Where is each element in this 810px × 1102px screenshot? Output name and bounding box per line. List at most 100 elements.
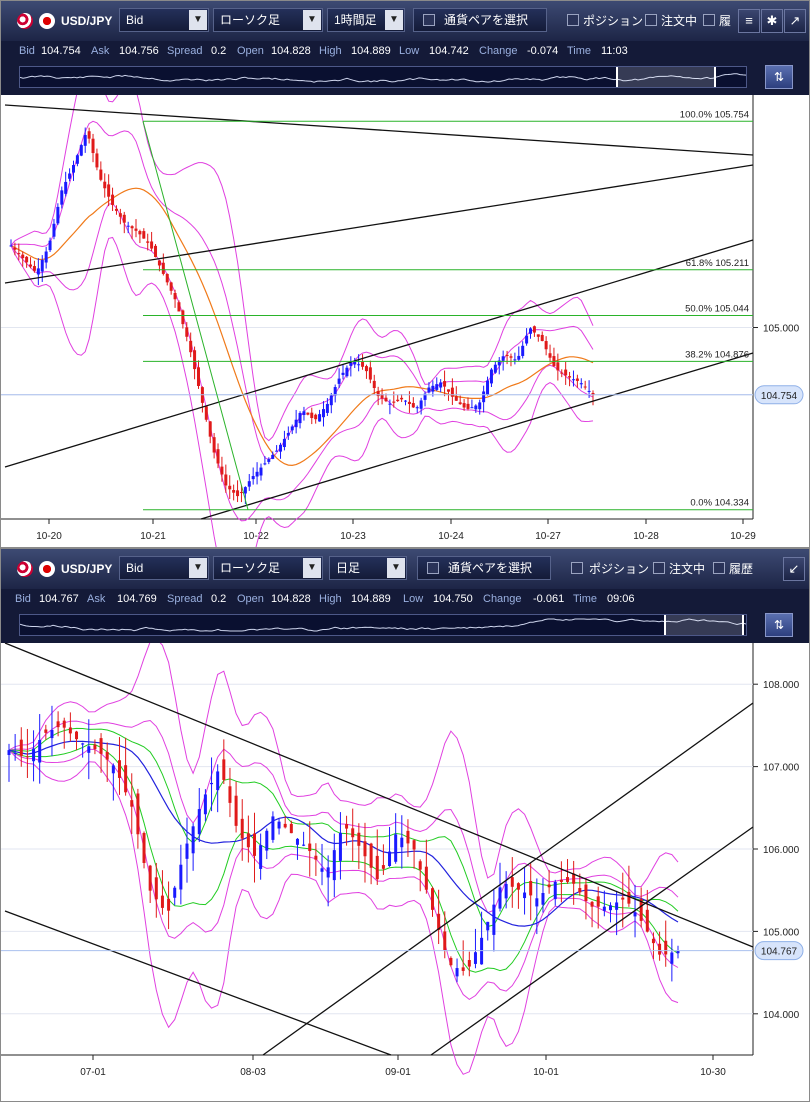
candle — [189, 332, 193, 358]
candle — [308, 821, 312, 877]
candle — [310, 407, 314, 425]
candle — [670, 938, 674, 982]
candle — [529, 863, 533, 921]
moving-average — [10, 187, 594, 467]
candle — [222, 739, 226, 785]
candle — [435, 377, 439, 391]
candle — [118, 208, 122, 225]
candle — [50, 705, 54, 757]
candle — [160, 870, 164, 915]
chart-type-select[interactable]: ローソク足 ▼ — [213, 556, 323, 580]
timeframe-select[interactable]: 日足 ▼ — [329, 556, 407, 580]
history-checkbox[interactable] — [713, 562, 725, 574]
trend-line — [200, 352, 754, 520]
candle — [298, 411, 302, 429]
collapse-icon[interactable]: ↙ — [783, 557, 805, 581]
open-label: Open — [237, 45, 264, 57]
candle — [234, 781, 238, 833]
candle — [461, 940, 465, 976]
candle — [575, 374, 579, 388]
candle — [602, 890, 606, 917]
chart-area[interactable]: 108.000 107.000 106.000 105.000 104.000 07-01… — [1, 643, 809, 1102]
candle — [60, 186, 64, 209]
candle — [93, 739, 97, 755]
candle — [87, 719, 91, 780]
expand-icon[interactable]: ↗ — [784, 9, 806, 33]
time-tick-label: 10-28 — [633, 531, 659, 542]
navigator-sparkline — [20, 73, 746, 83]
candle — [345, 815, 349, 846]
candle — [584, 878, 588, 920]
chevron-down-icon: ▼ — [303, 10, 321, 30]
gear-icon[interactable]: ✱ — [761, 9, 783, 33]
navigator-toggle-button[interactable]: ⇅ — [765, 613, 793, 637]
fibonacci-label: 0.0% 104.334 — [690, 498, 749, 509]
timeframe-select[interactable]: 1時間足 ▼ — [327, 8, 405, 32]
history-label: 履歴 — [719, 14, 732, 28]
chart-area[interactable]: 105.000 10-20 10-21 10-22 10-23 10-24 10-27 10-… — [1, 95, 809, 548]
time-tick-label: 10-29 — [730, 531, 756, 542]
current-price-badge — [754, 385, 804, 405]
candle — [380, 388, 384, 405]
order-checkbox[interactable] — [653, 562, 665, 574]
candle — [544, 336, 548, 356]
candle — [400, 394, 404, 403]
navigator-track[interactable] — [19, 66, 747, 88]
candle — [275, 445, 279, 452]
low-value: 104.750 — [433, 593, 473, 605]
pair-select-checkbox[interactable] — [427, 562, 439, 574]
chart-toolbar: USD/JPY Bid ▼ ローソク足 ▼ 日足 ▼ 通貨ペアを選択 ポジション 注文… — [1, 549, 809, 589]
price-tick-label: 105.000 — [763, 324, 800, 335]
trend-line — [4, 239, 754, 468]
candle — [449, 956, 453, 967]
candle — [146, 233, 150, 251]
navigator-toggle-button[interactable]: ⇅ — [765, 65, 793, 89]
candle — [177, 300, 181, 312]
bid-value: 104.767 — [39, 593, 79, 605]
low-label: Low — [403, 593, 424, 605]
order-checkbox[interactable] — [645, 14, 657, 26]
candle — [38, 714, 42, 784]
navigator-window[interactable] — [664, 615, 744, 635]
candle — [181, 309, 185, 329]
spread-label: Spread — [167, 593, 203, 605]
navigator-track[interactable] — [19, 614, 747, 636]
candle — [124, 737, 128, 796]
candle — [294, 409, 298, 434]
history-checkbox[interactable] — [703, 14, 715, 26]
pair-select-button[interactable]: 通貨ペアを選択 — [413, 8, 547, 32]
menu-icon[interactable]: ≡ — [738, 9, 760, 33]
position-checkbox[interactable] — [567, 14, 579, 26]
trend-line — [4, 643, 754, 948]
current-price-label: 104.754 — [761, 391, 798, 402]
candle — [486, 376, 490, 396]
candle — [516, 882, 520, 909]
navigator-window[interactable] — [616, 67, 716, 87]
quote-bar: Bid 104.754 Ask 104.756 Spread 0.2 Open … — [1, 41, 809, 61]
price-type-select[interactable]: Bid ▼ — [119, 8, 209, 32]
candle — [572, 860, 576, 905]
candle — [122, 211, 126, 234]
position-checkbox[interactable] — [571, 562, 583, 574]
price-type-select[interactable]: Bid ▼ — [119, 556, 209, 580]
candle — [13, 734, 17, 761]
candle — [306, 412, 310, 416]
candle — [579, 378, 583, 389]
time-tick-label: 10-24 — [438, 531, 464, 542]
candle — [236, 480, 240, 503]
candle — [510, 857, 514, 908]
candle — [283, 816, 287, 829]
candle — [320, 843, 324, 886]
chart-type-select[interactable]: ローソク足 ▼ — [213, 8, 323, 32]
candle — [645, 889, 649, 933]
candle — [333, 384, 337, 403]
candle — [161, 253, 165, 276]
candle — [196, 360, 200, 389]
candle — [9, 239, 13, 247]
pair-select-button[interactable]: 通貨ペアを選択 — [417, 556, 551, 580]
change-value: -0.074 — [527, 45, 559, 57]
pair-select-checkbox[interactable] — [423, 14, 435, 26]
candle — [431, 380, 435, 397]
candle — [295, 838, 299, 860]
candle — [7, 743, 11, 782]
